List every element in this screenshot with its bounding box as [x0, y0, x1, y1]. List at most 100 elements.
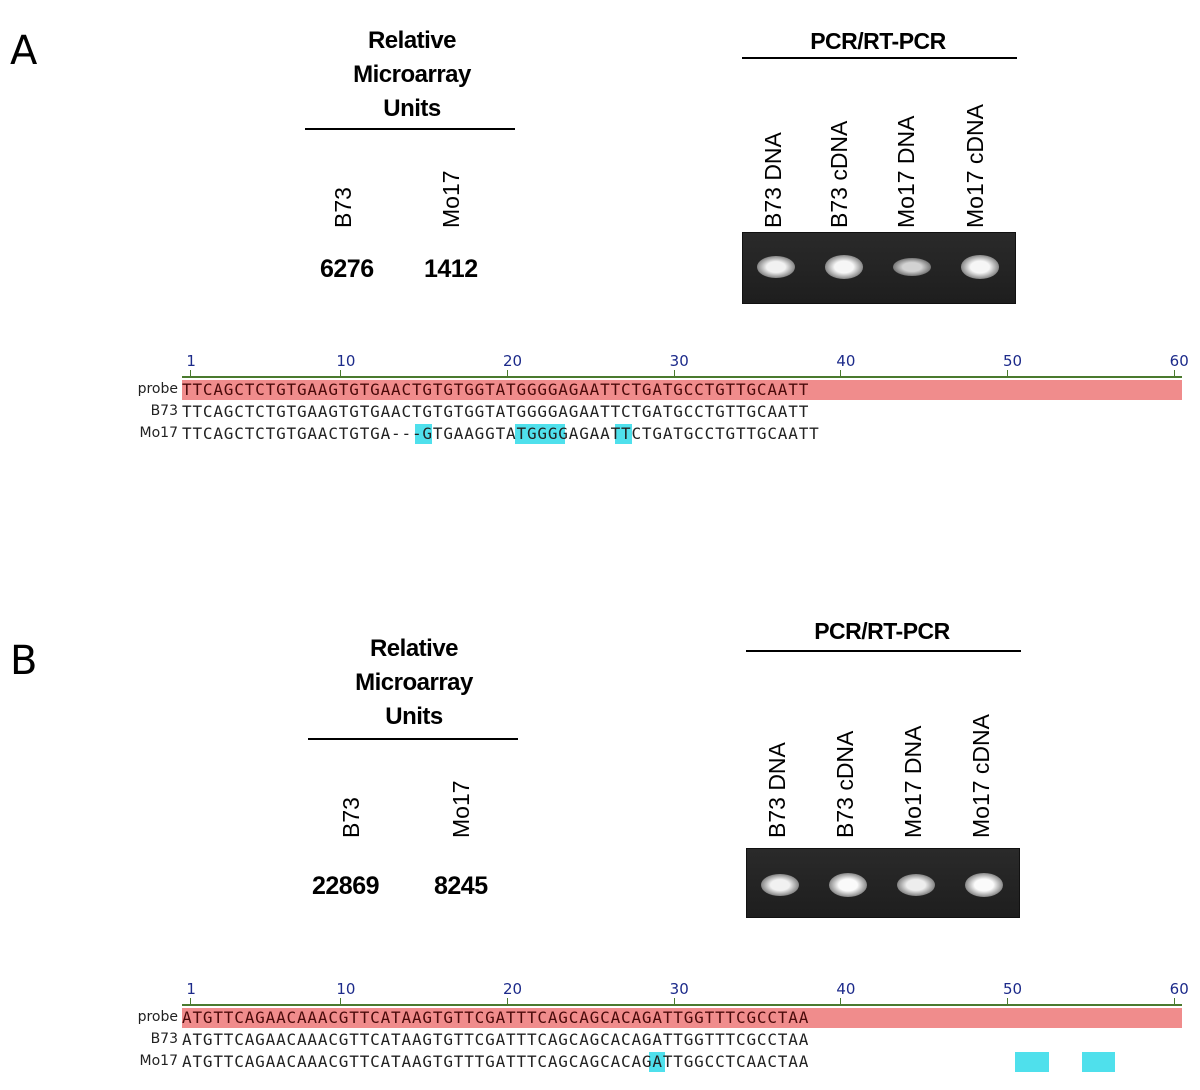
- microarray-title: Relative Microarray Units: [302, 24, 522, 126]
- microarray-rule: [308, 738, 518, 740]
- alignment-sequence: ATGTTCAGAACAAACGTTCATAAGTGTTCGATTTCAGCAG…: [182, 1008, 1182, 1028]
- ruler-tick: [1007, 998, 1008, 1004]
- microarray-value: 22869: [312, 872, 380, 900]
- alignment-sequence: ATGTTCAGAACAAACGTTCATAAGTGTTTGATTTCAGCAG…: [182, 1052, 1182, 1072]
- microarray-line-label: B73: [338, 797, 364, 838]
- microarray-title-line: Relative: [367, 27, 457, 54]
- ruler-tick: [1007, 370, 1008, 376]
- polymorphism-highlight: [615, 424, 632, 444]
- panel-letter: A: [10, 28, 38, 74]
- pcr-lane-label: Mo17 DNA: [893, 115, 919, 228]
- ruler-tick: [840, 998, 842, 1004]
- ruler-tick-label: 10: [336, 352, 356, 370]
- alignment-row-label: Mo17: [139, 425, 178, 441]
- ruler-tick: [673, 998, 675, 1004]
- gel-band: [897, 874, 935, 896]
- ruler-tick: [1173, 370, 1175, 376]
- sequence-text: ATGTTCAGAACAAACGTTCATAAGTGTTTGATTTCAGCAG…: [182, 1052, 810, 1071]
- sequence-text: TTCAGCTCTGTGAACTGTGA---GTGAAGGTATGGGGAGA…: [182, 424, 820, 443]
- gel-image: [746, 848, 1020, 918]
- microarray-title-line: Units: [385, 703, 443, 730]
- sequence-alignment: 1 10 20 30 40 50 60 probe TTCAGCTCTGTGAAGTGTGAAC…: [120, 352, 1192, 462]
- panel-letter: B: [10, 638, 38, 684]
- microarray-value: 6276: [320, 255, 374, 283]
- figure-panel-a: A Relative Microarray Units B73 Mo17 627…: [0, 0, 1200, 520]
- pcr-lane-label: Mo17 DNA: [900, 725, 926, 838]
- ruler-tick-label: 10: [336, 980, 356, 998]
- sequence-text: TTCAGCTCTGTGAAGTGTGAACTGTGTGGTATGGGGAGAA…: [182, 402, 810, 421]
- ruler-tick: [190, 998, 192, 1004]
- pcr-rule: [746, 650, 1021, 652]
- ruler-tick: [507, 370, 508, 376]
- gel-band: [825, 255, 863, 279]
- polymorphism-highlight: [1015, 1052, 1049, 1072]
- gel-band: [761, 873, 799, 897]
- ruler-tick-label: 30: [669, 352, 689, 370]
- ruler-tick-label: 40: [836, 980, 856, 998]
- gel-band: [965, 873, 1003, 897]
- sequence-alignment: 1 10 20 30 40 50 60 probe ATGTTCAGAACAAACGTTCATA…: [120, 980, 1192, 1090]
- ruler-tick: [507, 998, 508, 1004]
- ruler-tick: [840, 370, 842, 376]
- ruler-tick-label: 60: [1169, 352, 1189, 370]
- gel-image: [742, 232, 1016, 304]
- ruler-tick-label: 20: [503, 352, 523, 370]
- figure-panel-b: B Relative Microarray Units B73 Mo17 228…: [0, 610, 1200, 1088]
- alignment-row-label: probe: [137, 1009, 178, 1025]
- ruler-line: [182, 1004, 1182, 1006]
- microarray-title-line: Microarray: [353, 61, 471, 88]
- alignment-row-label: Mo17: [139, 1053, 178, 1069]
- gel-band: [961, 255, 999, 279]
- ruler-tick-label: 40: [836, 352, 856, 370]
- pcr-lane-label: B73 cDNA: [826, 120, 852, 228]
- alignment-sequence: TTCAGCTCTGTGAAGTGTGAACTGTGTGGTATGGGGAGAA…: [182, 402, 1182, 422]
- sequence-text: TTCAGCTCTGTGAAGTGTGAACTGTGTGGTATGGGGAGAA…: [182, 380, 810, 399]
- ruler-tick: [340, 370, 342, 376]
- ruler-tick-label: 60: [1169, 980, 1189, 998]
- microarray-line-label: Mo17: [438, 170, 464, 228]
- alignment-row-label: B73: [150, 1031, 178, 1047]
- pcr-rule: [742, 57, 1017, 59]
- ruler-tick-label: 50: [1003, 352, 1023, 370]
- ruler-tick-label: 1: [186, 352, 196, 370]
- microarray-line-label: Mo17: [448, 780, 474, 838]
- microarray-title-line: Units: [383, 95, 441, 122]
- microarray-line-label: B73: [330, 187, 356, 228]
- ruler-line: [182, 376, 1182, 378]
- ruler-tick: [340, 998, 342, 1004]
- gel-band: [757, 255, 795, 279]
- position-ruler: 1 10 20 30 40 50 60: [182, 352, 1189, 382]
- alignment-row-label: B73: [150, 403, 178, 419]
- pcr-lane-label: B73 DNA: [760, 132, 786, 228]
- ruler-tick-label: 1: [186, 980, 196, 998]
- polymorphism-highlight: [415, 424, 432, 444]
- gel-band: [829, 873, 867, 897]
- ruler-tick-label: 30: [669, 980, 689, 998]
- ruler-tick: [1173, 998, 1175, 1004]
- pcr-lane-label: Mo17 cDNA: [968, 714, 994, 838]
- polymorphism-highlight: [515, 424, 566, 444]
- position-ruler: 1 10 20 30 40 50 60: [182, 980, 1189, 1010]
- microarray-title-line: Microarray: [355, 669, 473, 696]
- sequence-text: ATGTTCAGAACAAACGTTCATAAGTGTTCGATTTCAGCAG…: [182, 1008, 810, 1027]
- pcr-title: PCR/RT-PCR: [810, 28, 946, 54]
- ruler-tick: [190, 370, 192, 376]
- microarray-rule: [305, 128, 515, 130]
- microarray-value: 1412: [424, 255, 478, 283]
- pcr-title: PCR/RT-PCR: [814, 618, 950, 644]
- gel-band: [893, 258, 931, 276]
- ruler-tick-label: 50: [1003, 980, 1023, 998]
- alignment-sequence: TTCAGCTCTGTGAACTGTGA---GTGAAGGTATGGGGAGA…: [182, 424, 1182, 444]
- microarray-title: Relative Microarray Units: [304, 632, 524, 734]
- polymorphism-highlight: [1082, 1052, 1116, 1072]
- pcr-lane-label: B73 cDNA: [832, 730, 858, 838]
- pcr-lane-label: Mo17 cDNA: [962, 104, 988, 228]
- alignment-sequence: TTCAGCTCTGTGAAGTGTGAACTGTGTGGTATGGGGAGAA…: [182, 380, 1182, 400]
- ruler-tick: [673, 370, 675, 376]
- pcr-lane-label: B73 DNA: [764, 742, 790, 838]
- ruler-tick-label: 20: [503, 980, 523, 998]
- microarray-value: 8245: [434, 872, 488, 900]
- microarray-title-line: Relative: [369, 635, 459, 662]
- alignment-row-label: probe: [137, 381, 178, 397]
- sequence-text: ATGTTCAGAACAAACGTTCATAAGTGTTCGATTTCAGCAG…: [182, 1030, 810, 1049]
